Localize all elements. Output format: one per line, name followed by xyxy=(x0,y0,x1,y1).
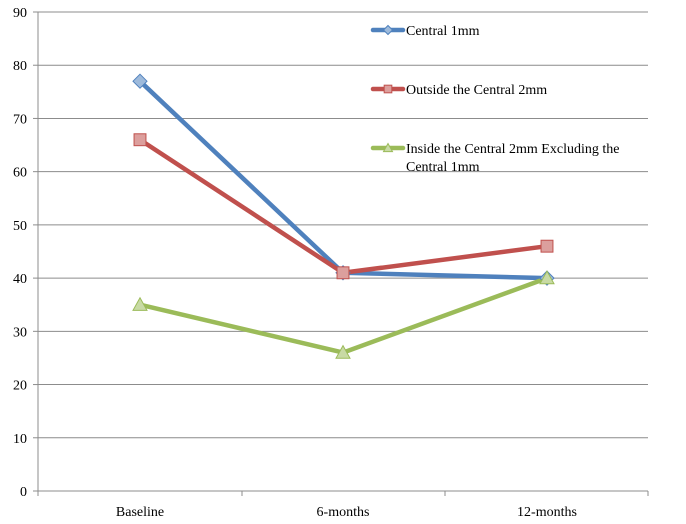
y-tick-labels: 0 10 20 30 40 50 60 70 80 90 xyxy=(13,6,27,500)
y-tick-label: 0 xyxy=(20,485,27,500)
y-tick-label: 30 xyxy=(13,325,27,340)
x-tick-labels: Baseline 6-months 12-months xyxy=(116,505,577,520)
y-tick-label: 20 xyxy=(13,379,27,394)
x-tick-label: 12-months xyxy=(517,505,577,520)
legend-label: Inside the Central 2mm Excluding the xyxy=(406,142,619,157)
series-line xyxy=(137,275,550,355)
series-lines xyxy=(137,78,550,355)
legend-label: Outside the Central 2mm xyxy=(406,83,547,98)
series-line xyxy=(137,137,550,276)
axes xyxy=(33,11,649,496)
y-tick-label: 10 xyxy=(13,432,27,447)
legend-label: Central 1mm xyxy=(406,160,480,175)
legend: Central 1mm Outside the Central 2mm Inside… xyxy=(370,24,619,175)
data-point-triangle xyxy=(382,142,394,153)
y-tick-label: 50 xyxy=(13,219,27,234)
legend-label: Central 1mm xyxy=(406,24,480,39)
data-point-square xyxy=(336,266,350,280)
y-tick-label: 80 xyxy=(13,59,27,74)
x-tick-label: 6-months xyxy=(317,505,370,520)
data-point-diamond xyxy=(132,73,148,89)
data-point-triangle xyxy=(132,296,148,311)
x-tick-label: Baseline xyxy=(116,505,164,520)
y-tick-label: 40 xyxy=(13,272,27,287)
gridlines xyxy=(38,11,648,439)
data-point-square xyxy=(540,239,554,253)
data-point-diamond xyxy=(382,24,394,36)
data-point-triangle xyxy=(539,270,555,285)
data-point-triangle xyxy=(335,344,351,359)
y-tick-label: 90 xyxy=(13,6,27,21)
y-tick-label: 60 xyxy=(13,166,27,181)
y-tick-label: 70 xyxy=(13,112,27,127)
data-point-square xyxy=(383,84,393,94)
series-markers xyxy=(132,73,555,359)
data-point-square xyxy=(133,133,147,147)
